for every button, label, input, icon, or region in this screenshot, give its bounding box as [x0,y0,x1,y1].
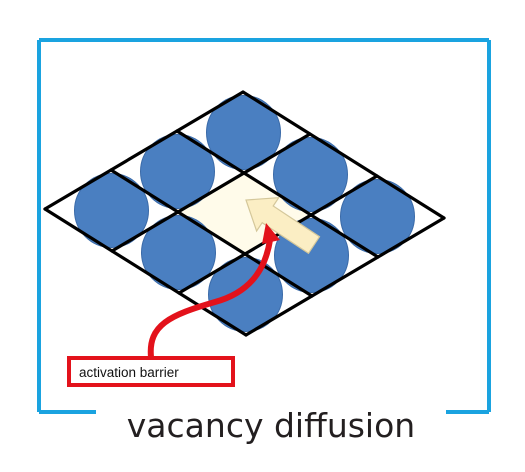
grid-line [241,90,446,220]
grid-line [109,168,314,298]
barrier-label-text: activation barrier [79,365,179,380]
arrow-up-left-icon [245,197,321,255]
barrier-curve [147,237,273,360]
grid-line [175,129,380,259]
grid-line [244,216,446,337]
grid-line [110,132,312,253]
grid-line [177,174,379,295]
caption: vacancy diffusion [127,406,415,445]
lattice-grid [43,90,446,337]
barrier-label-box [67,356,235,387]
grid-line [43,90,245,211]
atom [273,137,348,212]
grid-line [43,207,248,337]
atom [340,179,415,254]
atom [208,257,283,332]
atom [140,134,215,209]
frame [37,38,491,414]
atom [74,173,149,248]
barrier-arrowhead [262,223,280,244]
atom [206,95,281,170]
activation-barrier-label: activation barrier [67,356,235,387]
atom [141,215,216,290]
curved-arrow-icon [147,223,280,360]
diffusion-arrow-shape [245,197,321,255]
